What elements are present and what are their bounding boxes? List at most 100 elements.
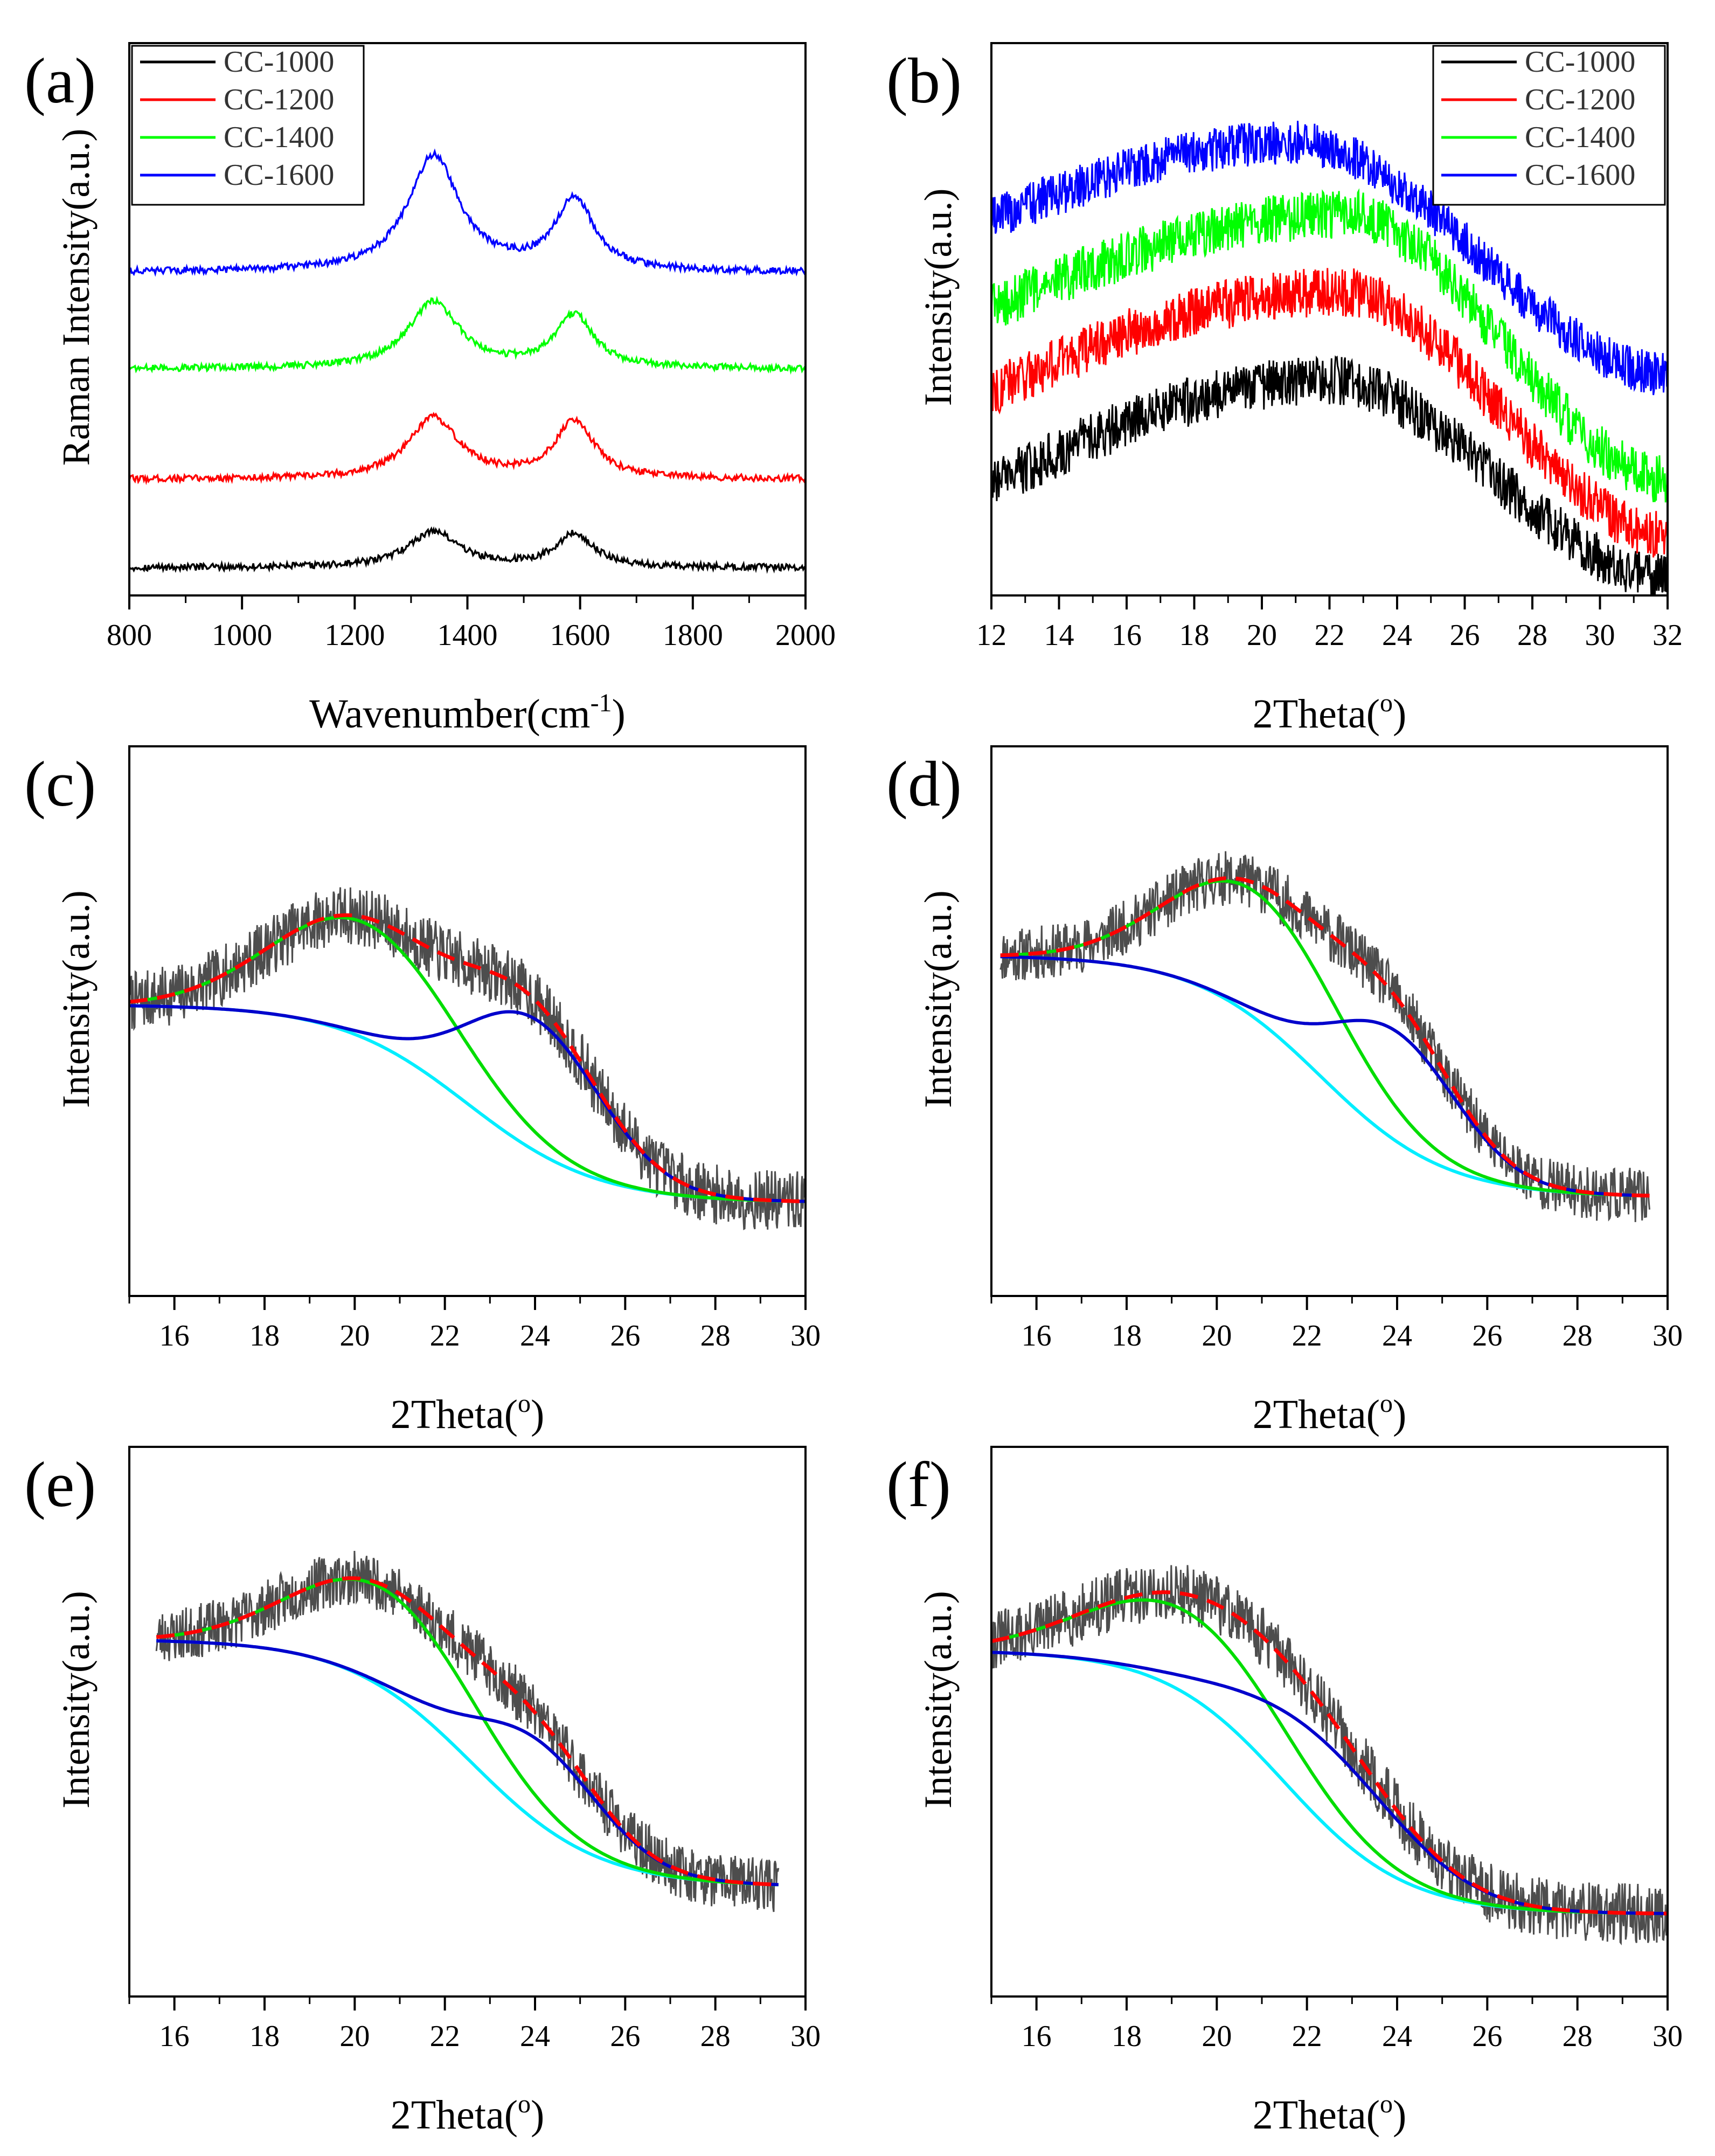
panel-label: (d) xyxy=(886,748,962,820)
chart-panel-a: 800 1000 1200 1400 1600 1800 2000 Wavenumber(cm… xyxy=(24,42,836,737)
x-tick-label: 18 xyxy=(1179,619,1210,652)
x-tick-label: 22 xyxy=(1292,2020,1322,2053)
y-axis-label: Intensity(a.u.) xyxy=(916,189,960,406)
plot-area xyxy=(991,1565,1668,1946)
x-tick-label: 30 xyxy=(1652,2020,1683,2053)
x-tick-label: 18 xyxy=(1112,2020,1142,2053)
chart-panel-b: 12 14 16 18 20 22 24 26 28 30 32 2Theta(o) Intensity… xyxy=(886,42,1683,737)
x-axis-label: 2Theta(o) xyxy=(1253,689,1407,737)
series-line-cc-1200 xyxy=(129,412,806,486)
y-axis-label: Intensity(a.u.) xyxy=(916,890,960,1108)
x-tick-label: 26 xyxy=(1472,2020,1502,2053)
series-line-cc-1000 xyxy=(129,526,806,574)
x-tick-label: 18 xyxy=(249,2020,280,2053)
fit-envelope-line xyxy=(156,1576,779,1887)
legend-label: CC-1600 xyxy=(1525,158,1635,192)
raw-data-line xyxy=(155,1550,780,1912)
y-axis-label: Intensity(a.u.) xyxy=(54,1591,98,1808)
series-line-cc-1400 xyxy=(129,295,806,375)
x-tick-label: 2000 xyxy=(775,619,836,652)
x-tick-label: 28 xyxy=(700,2020,731,2053)
x-tick-label: 24 xyxy=(520,1319,550,1353)
raw-data-line xyxy=(999,851,1650,1222)
series-line-cc-1000 xyxy=(991,355,1668,595)
x-tick-label: 28 xyxy=(700,1319,731,1353)
plot-area xyxy=(129,148,806,574)
panel-label: (e) xyxy=(24,1448,96,1520)
x-tick-label: 800 xyxy=(107,619,152,652)
fit-peak1-line xyxy=(156,1577,779,1887)
x-tick-label: 24 xyxy=(520,2020,550,2053)
plot-area xyxy=(991,121,1668,595)
x-tick-label: 20 xyxy=(1247,619,1277,652)
x-tick-label: 1200 xyxy=(324,619,385,652)
x-axis-label: 2Theta(o) xyxy=(391,2090,545,2138)
x-tick-label: 22 xyxy=(1292,1319,1322,1353)
x-tick-label: 18 xyxy=(249,1319,280,1353)
x-tick-label: 18 xyxy=(1112,1319,1142,1353)
x-tick-label: 1600 xyxy=(550,619,610,652)
chart-panel-f: 16 18 20 22 24 26 28 30 2Theta(o) Intensity(a.u.)… xyxy=(886,1446,1683,2138)
panel-label: (c) xyxy=(24,748,96,820)
legend-label: CC-1000 xyxy=(1525,45,1635,79)
x-tick-label: 24 xyxy=(1382,1319,1412,1353)
x-tick-label: 22 xyxy=(430,1319,460,1353)
x-tick-label: 30 xyxy=(1652,1319,1683,1353)
x-tick-label: 1800 xyxy=(663,619,723,652)
x-tick-label: 30 xyxy=(790,1319,821,1353)
legend-label: CC-1400 xyxy=(1525,121,1635,154)
x-tick-label: 16 xyxy=(1022,1319,1052,1353)
panel-label: (a) xyxy=(24,45,96,116)
y-axis-label: Raman Intensity(a.u.) xyxy=(54,129,98,466)
x-tick-label: 24 xyxy=(1382,619,1412,652)
raw-data-line xyxy=(991,1565,1668,1946)
raw-data-line xyxy=(129,887,806,1230)
fit-peak1-line xyxy=(991,1598,1668,1916)
x-tick-label: 28 xyxy=(1563,2020,1593,2053)
x-tick-label: 30 xyxy=(790,2020,821,2053)
x-tick-label: 1400 xyxy=(438,619,498,652)
y-axis-label: Intensity(a.u.) xyxy=(916,1591,960,1808)
x-tick-label: 1000 xyxy=(212,619,272,652)
background-line xyxy=(1000,955,1650,1197)
legend-label: CC-1600 xyxy=(224,158,334,192)
x-axis-label: 2Theta(o) xyxy=(391,1389,545,1437)
x-tick-label: 20 xyxy=(1202,1319,1232,1353)
legend-label: CC-1200 xyxy=(224,83,334,116)
fit-envelope-line xyxy=(991,1590,1668,1916)
x-tick-label: 26 xyxy=(610,2020,640,2053)
x-axis-label: 2Theta(o) xyxy=(1253,1389,1407,1437)
plot-area xyxy=(129,887,806,1230)
chart-panel-c: 16 18 20 22 24 26 28 30 2Theta(o) Intensity(a.u.)… xyxy=(24,745,821,1437)
panel-label: (b) xyxy=(886,45,962,116)
fit-peak2-line xyxy=(156,1639,779,1887)
fit-peak2-line xyxy=(129,1004,806,1203)
background-line xyxy=(156,1639,779,1887)
x-tick-label: 16 xyxy=(159,2020,190,2053)
x-tick-label: 24 xyxy=(1382,2020,1412,2053)
legend-box xyxy=(131,45,365,206)
chart-panel-d: 16 18 20 22 24 26 28 30 2Theta(o) Intensity(a.u.)… xyxy=(886,745,1683,1437)
x-tick-label: 26 xyxy=(610,1319,640,1353)
plot-area xyxy=(999,851,1650,1222)
series-line-cc-1600 xyxy=(991,121,1668,396)
x-tick-label: 22 xyxy=(430,2020,460,2053)
x-tick-label: 28 xyxy=(1517,619,1547,652)
series-line-cc-1200 xyxy=(991,268,1668,558)
series-line-cc-1400 xyxy=(991,188,1668,503)
x-tick-label: 20 xyxy=(339,2020,370,2053)
x-tick-label: 16 xyxy=(1022,2020,1052,2053)
x-tick-label: 20 xyxy=(339,1319,370,1353)
x-tick-label: 22 xyxy=(1315,619,1345,652)
legend-box xyxy=(1432,45,1666,206)
series-line-cc-1600 xyxy=(129,148,806,277)
plot-frame xyxy=(128,1446,807,1998)
fit-envelope-line xyxy=(129,913,806,1203)
x-tick-label: 26 xyxy=(1472,1319,1502,1353)
plot-frame xyxy=(990,745,1669,1297)
x-tick-label: 14 xyxy=(1044,619,1074,652)
legend-label: CC-1200 xyxy=(1525,83,1635,116)
x-tick-label: 26 xyxy=(1450,619,1480,652)
x-tick-label: 20 xyxy=(1202,2020,1232,2053)
